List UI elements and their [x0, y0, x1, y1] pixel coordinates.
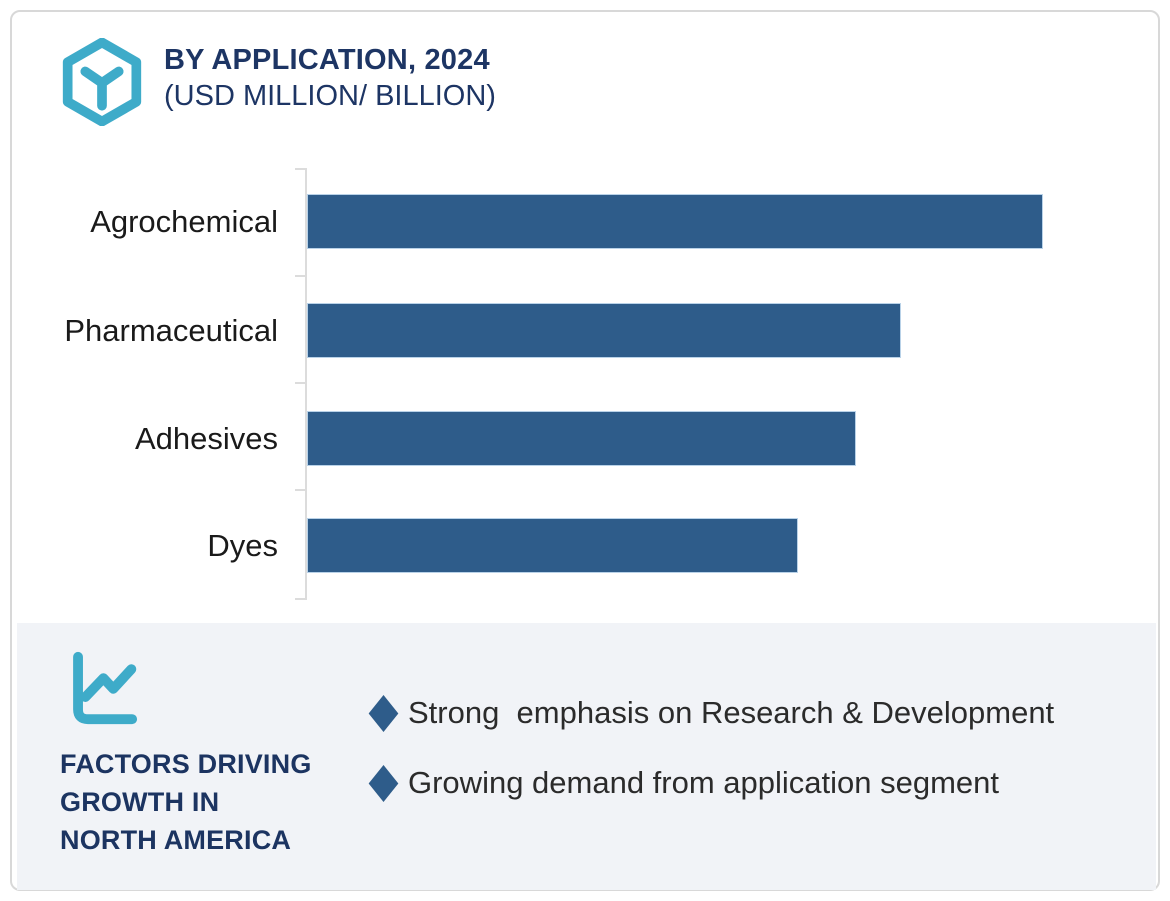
chart-title-block: BY APPLICATION, 2024 (USD MILLION/ BILLI… — [164, 42, 496, 114]
chart-subtitle: (USD MILLION/ BILLION) — [164, 80, 496, 112]
category-label-pharmaceutical: Pharmaceutical — [64, 313, 278, 348]
factors-heading-line: NORTH AMERICA — [60, 825, 292, 855]
axis-tick — [295, 168, 306, 170]
factor-bullet-item: Growing demand from application segment — [367, 757, 999, 809]
diamond-bullet-icon — [368, 764, 399, 802]
factors-heading: FACTORS DRIVING GROWTH IN NORTH AMERICA — [60, 745, 312, 859]
y-axis-line — [305, 168, 307, 600]
category-label-agrochemical: Agrochemical — [90, 204, 278, 239]
axis-tick — [295, 598, 306, 600]
bar-agrochemical — [307, 194, 1043, 249]
axis-tick — [295, 382, 306, 384]
factors-heading-line: GROWTH IN — [60, 787, 220, 817]
factor-bullet-text: Growing demand from application segment — [408, 765, 1000, 800]
line-chart-icon — [73, 651, 138, 725]
factors-heading-line: FACTORS DRIVING — [60, 749, 312, 779]
bar-dyes — [307, 518, 798, 573]
bar-pharmaceutical — [307, 303, 901, 358]
factor-bullet-item: Strong emphasis on Research & Developmen… — [367, 687, 1054, 739]
bar-adhesives — [307, 411, 856, 466]
diamond-bullet-icon — [368, 694, 399, 732]
factors-panel: FACTORS DRIVING GROWTH IN NORTH AMERICA … — [17, 623, 1156, 890]
infographic-card: BY APPLICATION, 2024 (USD MILLION/ BILLI… — [10, 10, 1160, 891]
axis-tick — [295, 489, 306, 491]
category-label-dyes: Dyes — [207, 528, 278, 563]
factor-bullet-text: Strong emphasis on Research & Developmen… — [408, 695, 1055, 730]
category-label-adhesives: Adhesives — [134, 421, 278, 456]
chart-title: BY APPLICATION, 2024 — [164, 44, 490, 76]
hexagon-y-logo-icon — [62, 38, 142, 126]
axis-tick — [295, 275, 306, 277]
